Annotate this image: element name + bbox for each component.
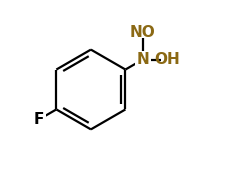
Text: F: F <box>34 112 44 127</box>
Text: N: N <box>136 52 149 67</box>
Text: OH: OH <box>154 52 180 67</box>
Text: NO: NO <box>130 25 156 40</box>
